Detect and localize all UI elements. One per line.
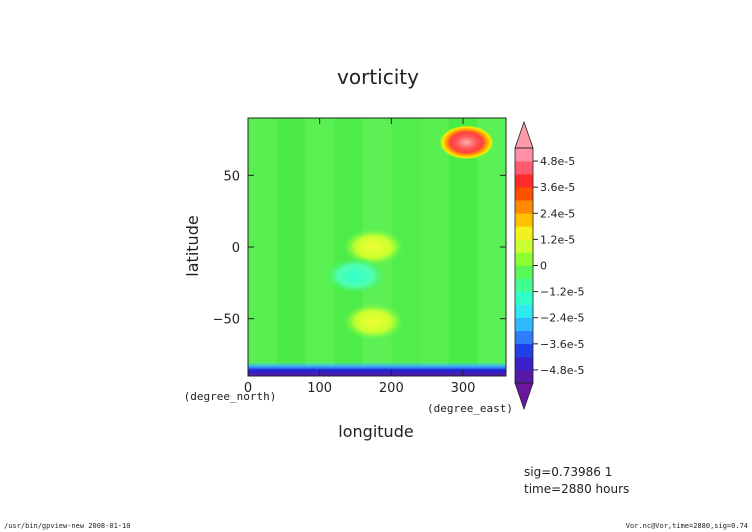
- y-axis: 50 0 −50: [213, 169, 506, 328]
- colorbar-segment: [515, 213, 533, 227]
- y-tick-label: −50: [213, 313, 240, 328]
- x-axis-label: longitude: [338, 422, 413, 441]
- colorbar-tick-label: −3.6e-5: [540, 338, 584, 351]
- colorbar-tick-label: 0: [540, 260, 547, 273]
- y-tick-label: 0: [232, 241, 240, 256]
- heatmap-band: [448, 118, 478, 376]
- heatmap-feature: [439, 125, 494, 160]
- heatmap-feature: [325, 257, 386, 294]
- x-axis: 0 100 200 300: [244, 118, 476, 396]
- colorbar-segment: [515, 252, 533, 266]
- heatmap-band: [276, 118, 306, 376]
- colorbar-segment: [515, 187, 533, 201]
- x-tick-label: 200: [379, 381, 404, 396]
- colorbar-segment: [515, 291, 533, 305]
- colorbar-segment: [515, 148, 533, 162]
- colorbar-tick-label: 2.4e-5: [540, 207, 575, 220]
- heatmap-feature: [343, 303, 404, 340]
- chart-title: vorticity: [337, 65, 419, 89]
- x-tick-label: 300: [451, 381, 476, 396]
- colorbar-tick-label: 1.2e-5: [540, 233, 575, 246]
- colorbar-segment: [515, 356, 533, 371]
- heatmap-band: [420, 118, 450, 376]
- sig-info: sig=0.73986 1: [524, 465, 612, 479]
- colorbar: [514, 120, 534, 411]
- footer-left: /usr/bin/gpview-new 2008-01-10: [4, 522, 130, 530]
- colorbar-segment: [515, 317, 533, 332]
- colorbar-segment: [515, 369, 533, 384]
- colorbar-tick-label: 4.8e-5: [540, 155, 575, 168]
- colorbar-segment: [515, 226, 533, 240]
- colorbar-segment: [515, 174, 533, 188]
- colorbar-segment: [515, 278, 533, 292]
- plot-area: [248, 118, 506, 376]
- footer-right: Vor.nc@Vor,time=2880,sig=0.74: [626, 522, 748, 530]
- time-info: time=2880 hours: [524, 482, 629, 496]
- y-axis-label: latitude: [183, 215, 202, 276]
- y-tick-label: 50: [223, 169, 240, 184]
- colorbar-tick-label: −4.8e-5: [540, 364, 584, 377]
- heatmap-south-band: [248, 361, 506, 376]
- colorbar-segment: [515, 161, 533, 175]
- heatmap-band: [305, 118, 335, 376]
- x-tick-label: 0: [244, 381, 252, 396]
- colorbar-extend-high: [514, 120, 534, 149]
- colorbar-segment: [515, 343, 533, 358]
- heatmap-feature: [343, 229, 404, 265]
- colorbar-tick-label: −2.4e-5: [540, 312, 584, 325]
- colorbar-segment: [515, 200, 533, 214]
- x-axis-units: (degree_east): [427, 402, 513, 415]
- x-tick-label: 100: [307, 381, 332, 396]
- colorbar-extend-low: [514, 382, 534, 411]
- y-axis-units: (degree_north): [184, 390, 277, 403]
- colorbar-tick-label: 3.6e-5: [540, 181, 575, 194]
- colorbar-tick-label: −1.2e-5: [540, 286, 584, 299]
- colorbar-segment: [515, 330, 533, 345]
- colorbar-ticks: 4.8e-5 3.6e-5 2.4e-5 1.2e-5 0 −1.2e-5 −2.4e-5 −…: [533, 155, 584, 377]
- colorbar-segment: [515, 265, 533, 279]
- heatmap-features: [248, 125, 506, 376]
- colorbar-segment: [515, 239, 533, 253]
- colorbar-segment: [515, 304, 533, 319]
